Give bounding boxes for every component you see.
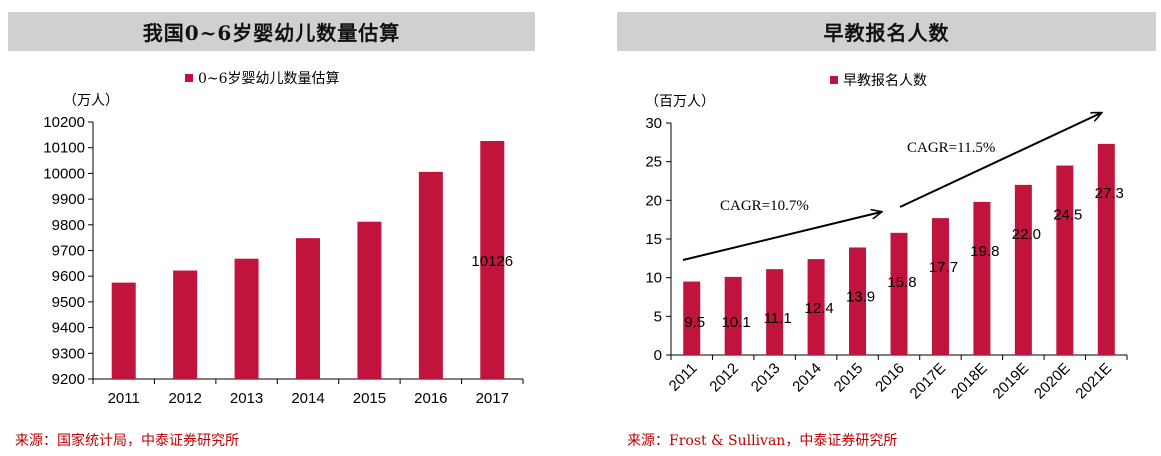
- bar: [683, 281, 701, 355]
- y-tick-label: 9500: [52, 294, 85, 311]
- bar: [766, 269, 784, 355]
- y-tick-label: 20: [645, 192, 662, 209]
- bar: [724, 276, 742, 355]
- left-source-note: 来源：国家统计局，中泰证券研究所: [15, 433, 239, 449]
- bar: [296, 238, 320, 379]
- bar: [807, 259, 825, 355]
- bar: [890, 232, 908, 355]
- data-label: 17.7: [929, 259, 958, 276]
- cagr-label: CAGR=10.7%: [720, 198, 809, 214]
- data-label: 13.9: [846, 289, 875, 306]
- data-label: 15.8: [887, 274, 916, 291]
- left-chart-title: 我国0~6岁婴幼儿数量估算: [8, 12, 535, 51]
- data-label: 27.3: [1095, 185, 1124, 202]
- data-label: 19.8: [970, 243, 999, 260]
- y-tick-label: 25: [645, 154, 662, 171]
- x-tick-label: 2014: [789, 360, 825, 396]
- bar: [1097, 143, 1115, 355]
- bar: [234, 258, 259, 379]
- x-tick-label: 2019E: [990, 360, 1033, 403]
- y-tick-label: 9700: [52, 243, 85, 260]
- x-tick-label: 2013: [230, 390, 263, 407]
- y-tick-label: 9200: [52, 371, 85, 388]
- data-label: 12.4: [804, 300, 833, 317]
- bar: [418, 171, 443, 379]
- left-bar-chart: 0~6岁婴幼儿数量估算 （万人） 9200 9300 9400 9500 9600 9700 9…: [43, 71, 524, 407]
- data-label: 11.1: [764, 310, 792, 327]
- data-label: 10126: [471, 253, 513, 270]
- left-chart-panel: 我国0~6岁婴幼儿数量估算 0~6岁婴幼儿数量估算 （万人） 9200 9300 940…: [8, 0, 535, 407]
- data-label: 24.5: [1053, 207, 1082, 224]
- x-tick-label: 2012: [706, 360, 742, 396]
- y-axis-unit: （百万人）: [645, 94, 715, 110]
- y-tick-label: 10200: [43, 114, 85, 131]
- y-tick-label: 10: [645, 270, 662, 287]
- y-tick-label: 9800: [52, 217, 85, 234]
- x-tick-label: 2011: [666, 360, 701, 395]
- right-source-note: 来源：Frost & Sullivan，中泰证券研究所: [627, 433, 898, 449]
- y-tick-label: 9600: [52, 268, 85, 285]
- data-label: 10.1: [722, 314, 751, 331]
- legend-swatch: [830, 76, 838, 84]
- bar: [931, 218, 949, 355]
- x-tick-label: 2015: [831, 360, 867, 396]
- y-tick-label: 9300: [52, 345, 85, 362]
- bar: [1056, 165, 1074, 355]
- x-tick-label: 2016: [414, 390, 447, 407]
- x-tick-label: 2016: [872, 360, 908, 396]
- legend-swatch: [185, 74, 193, 82]
- cagr-arrow: [899, 113, 1101, 208]
- bar: [849, 247, 867, 355]
- data-label: 22.0: [1012, 226, 1041, 243]
- x-tick-label: 2015: [353, 390, 386, 407]
- y-tick-label: 9400: [52, 320, 85, 337]
- y-tick-label: 10000: [43, 165, 85, 182]
- right-chart-title: 早教报名人数: [617, 12, 1156, 51]
- legend-label: 0~6岁婴幼儿数量估算: [198, 71, 340, 87]
- cagr-label: CAGR=11.5%: [907, 140, 995, 156]
- cagr-arrow: [682, 212, 881, 261]
- y-axis-unit: （万人）: [63, 93, 119, 109]
- bar: [173, 270, 198, 379]
- x-tick-label: 2021E: [1072, 360, 1115, 403]
- x-tick-label: 2012: [168, 390, 201, 407]
- y-tick-label: 10100: [43, 140, 85, 157]
- bar: [480, 141, 505, 379]
- y-tick-label: 30: [645, 115, 662, 132]
- y-tick-label: 5: [654, 308, 662, 325]
- data-label: 9.5: [684, 314, 705, 331]
- x-tick-label: 2011: [108, 390, 140, 407]
- x-tick-label: 2017: [476, 390, 509, 407]
- x-tick-label: 2017E: [907, 360, 950, 403]
- right-chart-panel: 早教报名人数 早教报名人数 （百万人） 0 5 10 15 20 25 30 2011 2012 20…: [617, 0, 1156, 402]
- x-tick-label: 2020E: [1031, 360, 1074, 403]
- bar: [1014, 184, 1032, 355]
- bar: [111, 282, 136, 379]
- x-tick-label: 2013: [748, 360, 784, 396]
- bar: [973, 201, 991, 355]
- y-tick-label: 15: [645, 231, 662, 248]
- legend-label: 早教报名人数: [843, 73, 927, 89]
- x-tick-label: 2018E: [948, 360, 991, 403]
- bar: [357, 221, 382, 379]
- y-tick-label: 9900: [52, 191, 85, 208]
- y-tick-label: 0: [654, 347, 662, 364]
- x-tick-label: 2014: [291, 390, 324, 407]
